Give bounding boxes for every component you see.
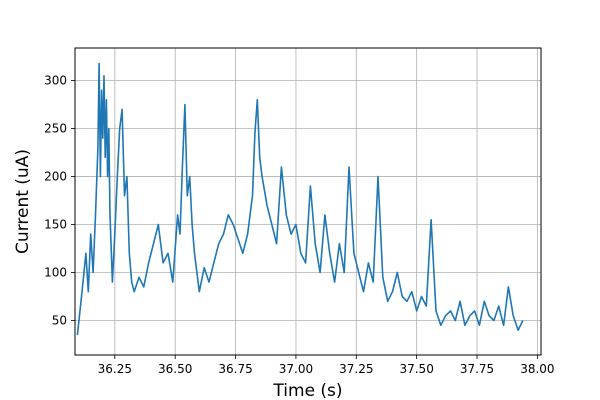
plot-frame: [74, 47, 542, 356]
y-axis-label: Current (uA): [13, 149, 33, 254]
x-tick-label: 36.25: [98, 362, 132, 376]
y-tick-label: 300: [44, 74, 67, 88]
plot-layer: [76, 62, 524, 335]
x-axis-label: Time (s): [272, 381, 342, 400]
y-tick-label: 200: [44, 170, 67, 184]
x-tick-label: 37.00: [279, 362, 313, 376]
x-tick-label: 37.75: [460, 362, 494, 376]
y-tick-label: 50: [52, 313, 67, 327]
tick-layer: 36.25 36.50 36.75 37.00 37.25 37.50 37.75 38.00…: [44, 74, 554, 376]
y-tick-label: 150: [44, 218, 67, 232]
y-tick-label: 100: [44, 265, 67, 279]
x-tick-label: 36.50: [158, 362, 192, 376]
x-tick-label: 36.75: [218, 362, 252, 376]
x-tick-label: 37.25: [339, 362, 373, 376]
x-tick-label: 37.50: [399, 362, 433, 376]
grid-layer: [75, 48, 541, 355]
y-tick-label: 250: [44, 122, 67, 136]
series-line: [76, 62, 524, 335]
x-tick-label: 38.00: [520, 362, 554, 376]
